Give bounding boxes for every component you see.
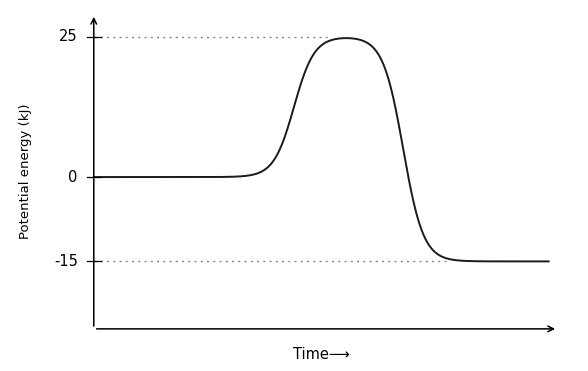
- Text: -15: -15: [54, 254, 78, 269]
- Text: Potential energy (kJ): Potential energy (kJ): [19, 104, 32, 239]
- Text: Time⟶: Time⟶: [293, 347, 350, 362]
- Text: 25: 25: [59, 29, 78, 44]
- Text: 0: 0: [68, 170, 78, 184]
